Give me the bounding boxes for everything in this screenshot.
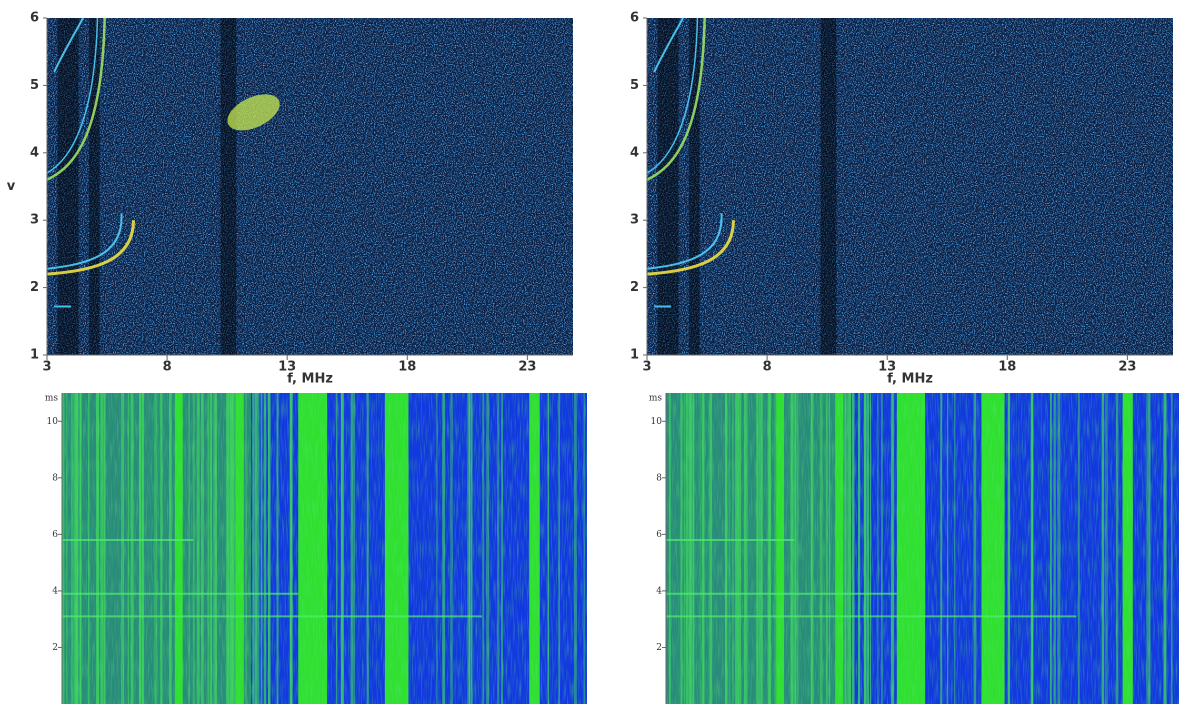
y-tick-label: 3 [30, 213, 39, 228]
spectrogram-image [47, 18, 573, 355]
y-tick-label: 8 [656, 473, 662, 483]
dark-band [89, 18, 100, 355]
echo-trace [47, 213, 123, 270]
x-tick-label: 13 [278, 360, 296, 375]
x-tick-label: 8 [163, 360, 172, 375]
y-tick-label: 8 [52, 473, 58, 483]
y-tick-label: 5 [30, 78, 39, 93]
x-axis-label: f, MHz [287, 372, 333, 387]
y-tick-label: 4 [52, 586, 58, 596]
x-tick-label: 18 [998, 360, 1016, 375]
echo-trace [653, 18, 684, 73]
dark-band [820, 18, 837, 355]
x-tick-label: 13 [878, 360, 896, 375]
echo-trace [647, 18, 699, 174]
echo-trace [47, 18, 99, 174]
y-tick-label: 6 [30, 11, 39, 26]
noise [47, 18, 573, 355]
y-tick-label: 6 [656, 530, 662, 540]
spectrogram-image [647, 18, 1173, 355]
echo-trace [47, 220, 135, 276]
y-tick-label: 1 [630, 348, 639, 363]
x-axis-label: f, MHz [887, 372, 933, 387]
echo-trace [647, 220, 735, 276]
panel: 2 4 6 8 10 ms [45, 393, 587, 704]
x-tick-label: 3 [642, 360, 651, 375]
noise [62, 393, 587, 704]
x-tick-label: 8 [763, 360, 772, 375]
y-tick-label: 4 [30, 145, 39, 160]
y-tick-label: 2 [52, 643, 58, 653]
x-tick-label: 23 [1118, 360, 1136, 375]
dark-band [57, 18, 79, 355]
y-tick-label: 6 [630, 11, 639, 26]
y-tick-label: 3 [630, 213, 639, 228]
y-axis-label: ms [45, 394, 59, 404]
y-tick-label: 2 [656, 643, 662, 653]
x-tick-label: 3 [42, 360, 51, 375]
echo-trace [647, 18, 706, 181]
y-tick-label: 2 [30, 280, 39, 295]
dark-band [689, 18, 700, 355]
dark-band [220, 18, 237, 355]
x-tick-label: 23 [518, 360, 536, 375]
echo-trace [53, 18, 84, 73]
spectrogram-image [62, 393, 587, 704]
noise [647, 18, 1173, 355]
y-tick-label: 10 [651, 417, 663, 427]
spectrogram-image [666, 393, 1179, 704]
y-tick-label: 2 [630, 280, 639, 295]
noise [666, 393, 1179, 704]
y-tick-label: 5 [630, 78, 639, 93]
y-tick-label: 1 [30, 348, 39, 363]
y-axis-label: v [7, 179, 16, 194]
x-tick-label: 18 [398, 360, 416, 375]
y-tick-label: 4 [630, 145, 639, 160]
panel: 2 4 6 8 10 ms [649, 393, 1179, 704]
echo-trace [47, 18, 106, 181]
y-tick-label: 6 [52, 530, 58, 540]
y-tick-label: 4 [656, 586, 662, 596]
dark-band [657, 18, 679, 355]
y-axis-label: ms [649, 394, 663, 404]
y-tick-label: 10 [47, 417, 59, 427]
blob [227, 94, 280, 131]
echo-trace [647, 213, 723, 270]
